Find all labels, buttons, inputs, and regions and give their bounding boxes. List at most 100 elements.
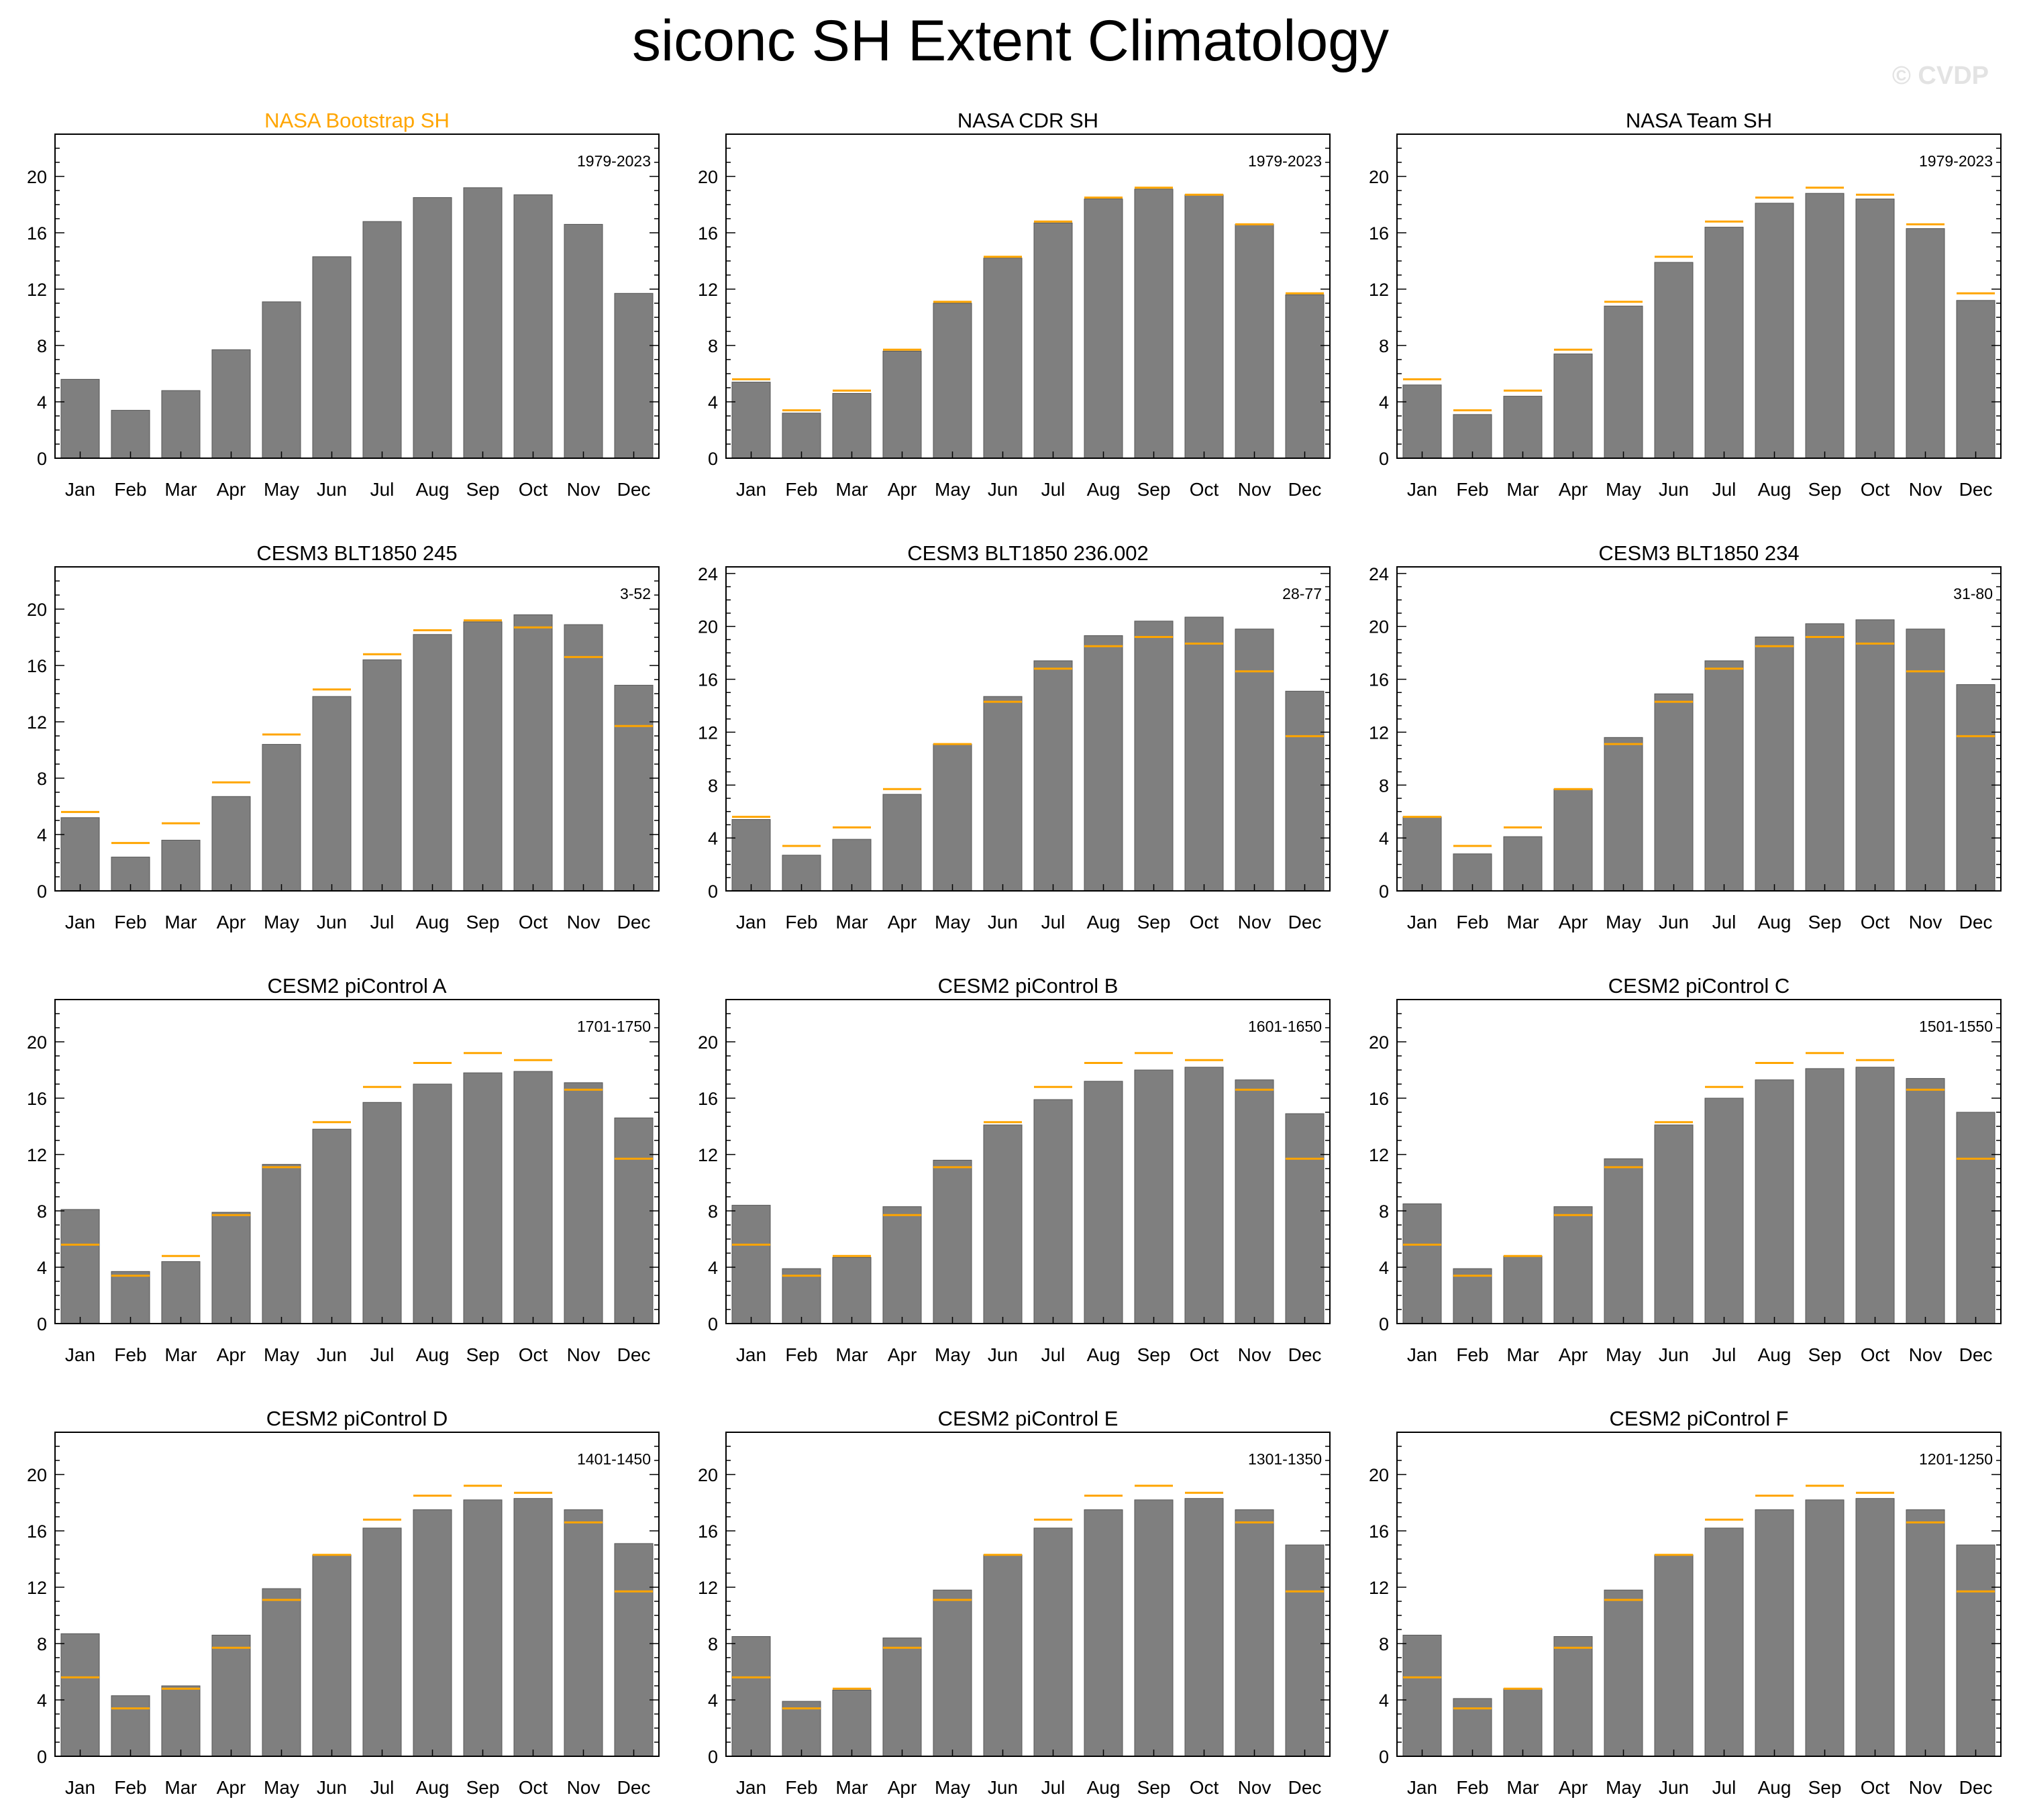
- y-tick-label: 12: [698, 280, 718, 300]
- x-tick-label: May: [1606, 912, 1641, 932]
- y-tick-label: 8: [37, 1201, 47, 1222]
- x-tick-label: Aug: [1087, 1777, 1121, 1798]
- bar: [1134, 621, 1174, 892]
- period-label: 1601-1650: [1248, 1018, 1322, 1035]
- chart-panel: NASA Team SH 0 4 8 12 16 20 Jan Feb Mar Apr May Jun J…: [1369, 109, 2002, 500]
- x-tick-label: Nov: [1909, 1777, 1942, 1798]
- x-tick-label: Mar: [835, 1344, 868, 1365]
- bar: [1285, 1544, 1325, 1757]
- x-tick-label: Nov: [1238, 1777, 1272, 1798]
- x-tick-label: Feb: [114, 1344, 146, 1365]
- bar: [1084, 1509, 1123, 1757]
- bar: [614, 292, 654, 459]
- x-tick-label: Mar: [164, 912, 197, 932]
- y-tick-label: 12: [698, 722, 718, 743]
- y-tick-label: 20: [698, 167, 718, 187]
- x-tick-label: Nov: [1238, 912, 1272, 932]
- bar: [1654, 262, 1694, 459]
- x-tick-label: Nov: [1909, 1344, 1942, 1365]
- x-tick-label: Jul: [370, 1777, 395, 1798]
- y-tick-label: 8: [1379, 1634, 1389, 1654]
- period-label: 1979-2023: [1919, 152, 1993, 170]
- bar: [1084, 1081, 1123, 1324]
- x-tick-label: Jul: [1041, 1777, 1066, 1798]
- panel-title: CESM2 piControl E: [938, 1407, 1119, 1430]
- bar: [1402, 816, 1442, 892]
- y-tick-label: 8: [708, 1634, 718, 1654]
- x-tick-label: Dec: [617, 1344, 651, 1365]
- plot-frame: [54, 1432, 660, 1757]
- bar: [1184, 1498, 1224, 1757]
- x-tick-label: Jan: [1407, 1777, 1437, 1798]
- x-tick-label: Sep: [466, 1777, 500, 1798]
- period-label: 28-77: [1282, 585, 1322, 602]
- panel-title: CESM3 BLT1850 234: [1598, 541, 1799, 565]
- x-tick-label: Sep: [1808, 1344, 1842, 1365]
- bar: [1906, 1509, 1945, 1757]
- bar: [1956, 684, 1996, 892]
- x-tick-label: Aug: [416, 912, 450, 932]
- y-tick-label: 8: [708, 775, 718, 796]
- y-tick-label: 20: [1369, 1032, 1389, 1053]
- period-label: 1701-1750: [577, 1018, 651, 1035]
- x-tick-label: Feb: [114, 479, 146, 500]
- bar: [1553, 788, 1593, 892]
- chart-panel: NASA Bootstrap SH 0 4 8 12 16 20 Jan Feb Mar Apr Ma…: [27, 109, 660, 500]
- y-tick-label: 0: [1379, 449, 1389, 469]
- x-tick-label: Jul: [370, 1344, 395, 1365]
- bar: [1604, 305, 1643, 459]
- plot-frame: [725, 133, 1331, 459]
- bar: [1805, 623, 1845, 892]
- figure-title: siconc SH Extent Climatology: [632, 9, 1389, 73]
- bar: [1285, 1113, 1325, 1324]
- y-tick-label: 12: [1369, 1145, 1389, 1165]
- bar: [832, 1256, 872, 1324]
- bar: [161, 1685, 201, 1757]
- period-label: 3-52: [620, 585, 651, 602]
- bar: [1956, 300, 1996, 459]
- x-tick-label: Mar: [1506, 1777, 1539, 1798]
- x-tick-label: Sep: [1137, 1777, 1171, 1798]
- bar: [111, 1271, 150, 1324]
- y-tick-label: 12: [27, 1145, 47, 1165]
- y-tick-label: 20: [27, 1032, 47, 1053]
- x-tick-label: Oct: [1861, 479, 1890, 500]
- bar: [983, 696, 1023, 892]
- x-tick-label: Mar: [164, 1344, 197, 1365]
- x-tick-label: Feb: [1456, 1777, 1488, 1798]
- x-tick-label: Apr: [1559, 1777, 1588, 1798]
- bar: [111, 410, 150, 459]
- bar: [211, 796, 251, 892]
- x-tick-label: May: [1606, 1777, 1641, 1798]
- x-tick-label: Nov: [567, 912, 601, 932]
- x-tick-label: Oct: [519, 1344, 548, 1365]
- x-tick-label: Sep: [466, 912, 500, 932]
- period-label: 1201-1250: [1919, 1450, 1993, 1468]
- bar: [1604, 1589, 1643, 1757]
- bar: [1805, 1499, 1845, 1757]
- x-tick-label: Feb: [1456, 1344, 1488, 1365]
- x-tick-label: Jan: [1407, 479, 1437, 500]
- x-tick-label: Aug: [1087, 912, 1121, 932]
- bar: [1453, 414, 1492, 459]
- x-tick-label: Jul: [1041, 1344, 1066, 1365]
- bar: [1956, 1544, 1996, 1757]
- plot-frame: [54, 999, 660, 1324]
- y-tick-label: 0: [1379, 1314, 1389, 1334]
- bar: [513, 614, 553, 892]
- x-tick-label: Dec: [617, 1777, 651, 1798]
- y-tick-label: 4: [708, 828, 718, 849]
- y-tick-label: 20: [698, 1465, 718, 1485]
- bar: [362, 1102, 402, 1324]
- bar: [211, 1634, 251, 1757]
- x-tick-label: Jul: [1712, 912, 1737, 932]
- bar: [1235, 1509, 1274, 1757]
- y-tick-label: 12: [1369, 1578, 1389, 1598]
- x-tick-label: Oct: [519, 1777, 548, 1798]
- x-tick-label: Jun: [317, 479, 347, 500]
- bar: [1855, 619, 1895, 892]
- bar: [1184, 194, 1224, 459]
- x-tick-label: Oct: [1190, 1344, 1219, 1365]
- bar: [1956, 1112, 1996, 1324]
- period-label: 1401-1450: [577, 1450, 651, 1468]
